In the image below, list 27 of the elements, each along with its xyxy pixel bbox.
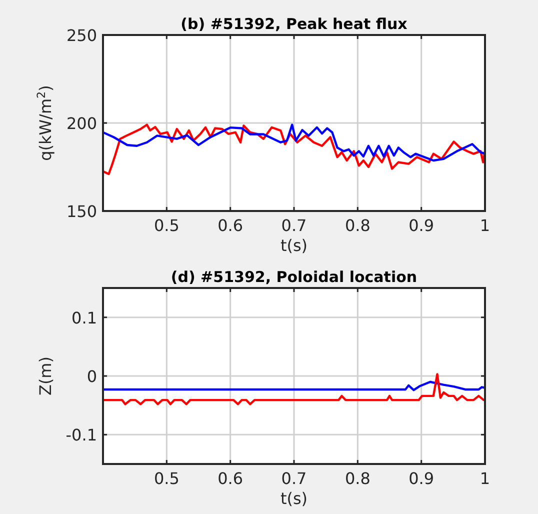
y-axis-title: Z(m)	[36, 356, 55, 396]
chart-title: (b) #51392, Peak heat flux	[180, 15, 408, 33]
line-series	[103, 380, 485, 392]
y-tick-label: 0.1	[72, 308, 97, 328]
x-tick-label: 0.8	[344, 469, 370, 488]
x-tick-label: 0.8	[344, 216, 370, 235]
line-series	[103, 124, 485, 176]
x-axis-title: t(s)	[280, 489, 308, 508]
y-tick-label: 250	[66, 26, 97, 45]
x-tick-label: 0.6	[218, 216, 244, 235]
x-axis-title: t(s)	[280, 236, 308, 255]
x-tick-label: 1	[480, 469, 490, 488]
y-tick-label: 150	[66, 202, 97, 221]
x-tick-label: 0.5	[154, 469, 180, 488]
y-tick-label: -0.1	[66, 426, 97, 445]
x-tick-label: 0.9	[408, 469, 434, 488]
x-tick-label: 1	[480, 216, 490, 235]
y-tick-label: 0	[86, 367, 97, 386]
chart-title: (d) #51392, Poloidal location	[170, 268, 418, 286]
x-tick-label: 0.5	[154, 216, 180, 235]
x-tick-label: 0.7	[281, 216, 307, 235]
x-tick-label: 0.9	[408, 216, 434, 235]
y-tick-label: 200	[66, 114, 97, 133]
x-tick-label: 0.6	[218, 469, 244, 488]
line-series	[103, 373, 485, 406]
x-tick-label: 0.7	[281, 469, 307, 488]
line-series	[103, 124, 485, 162]
